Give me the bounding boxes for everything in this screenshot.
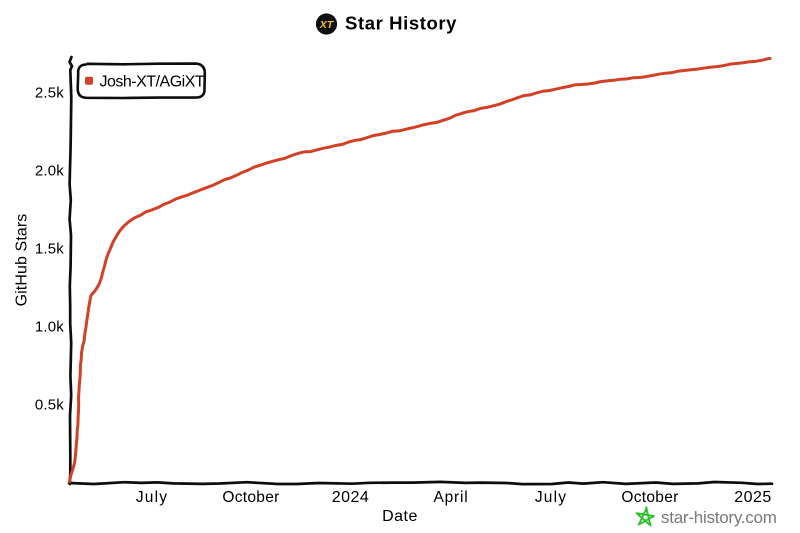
svg-text:October: October xyxy=(621,489,678,506)
svg-text:April: April xyxy=(433,489,468,506)
svg-text:XT: XT xyxy=(319,19,335,31)
svg-text:2.0k: 2.0k xyxy=(35,163,64,180)
svg-text:Date: Date xyxy=(382,508,418,525)
svg-text:2024: 2024 xyxy=(332,489,370,506)
svg-text:0.5k: 0.5k xyxy=(35,397,64,414)
svg-text:October: October xyxy=(222,489,279,506)
svg-text:Josh-XT/AGiXT: Josh-XT/AGiXT xyxy=(100,74,205,91)
svg-text:2025: 2025 xyxy=(734,489,772,506)
svg-text:July: July xyxy=(136,489,168,506)
svg-text:GitHub Stars: GitHub Stars xyxy=(14,214,31,307)
svg-text:1.5k: 1.5k xyxy=(35,241,64,258)
svg-text:2.5k: 2.5k xyxy=(35,85,64,102)
svg-text:July: July xyxy=(535,489,567,506)
svg-text:star-history.com: star-history.com xyxy=(661,508,777,527)
svg-text:1.0k: 1.0k xyxy=(35,319,64,336)
svg-text:Star History: Star History xyxy=(345,13,457,34)
